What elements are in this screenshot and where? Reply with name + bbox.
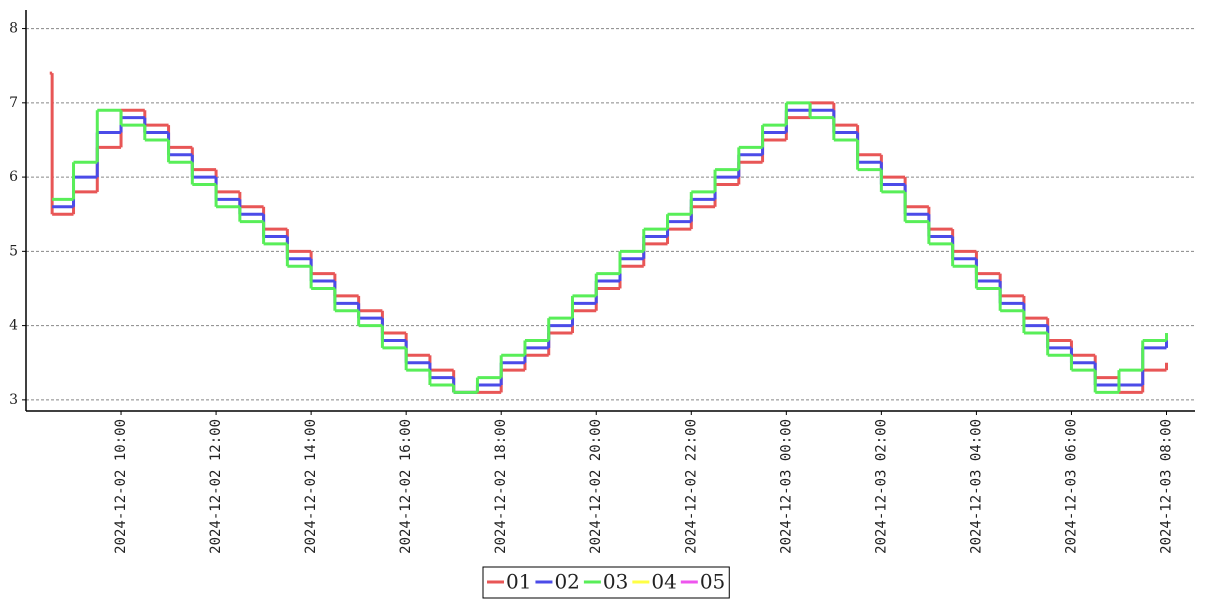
legend-label: 03 xyxy=(603,570,628,594)
legend-label: 01 xyxy=(506,570,531,594)
x-tick-label: 2024-12-02 12:00 xyxy=(208,419,224,554)
x-tick-label: 2024-12-02 22:00 xyxy=(683,419,699,554)
y-tick-label: 3 xyxy=(9,392,18,408)
legend-label: 02 xyxy=(554,570,579,594)
y-tick-label: 4 xyxy=(9,318,18,334)
legend-label: 05 xyxy=(700,570,725,594)
series-line xyxy=(52,101,1168,394)
x-tick-label: 2024-12-02 10:00 xyxy=(113,419,129,554)
legend: 01 02 03 04 05 xyxy=(482,566,730,599)
x-tick-label: 2024-12-02 20:00 xyxy=(588,419,604,554)
x-tick-label: 2024-12-03 04:00 xyxy=(968,419,984,554)
x-tick-label: 2024-12-02 16:00 xyxy=(398,419,414,554)
x-tick-label: 2024-12-03 00:00 xyxy=(778,419,794,554)
series-line xyxy=(52,108,1168,394)
x-tick-label: 2024-12-03 02:00 xyxy=(873,419,889,554)
x-tick-label: 2024-12-02 18:00 xyxy=(493,419,509,554)
legend-label: 04 xyxy=(651,570,676,594)
y-tick-label: 8 xyxy=(9,21,18,37)
y-tick-label: 5 xyxy=(9,243,18,259)
x-tick-label: 2024-12-03 08:00 xyxy=(1158,419,1174,554)
x-tick-label: 2024-12-03 06:00 xyxy=(1063,419,1079,554)
y-tick-label: 7 xyxy=(9,95,18,111)
series-line xyxy=(49,71,1168,394)
y-tick-label: 6 xyxy=(9,169,18,185)
x-tick-label: 2024-12-02 14:00 xyxy=(303,419,319,554)
